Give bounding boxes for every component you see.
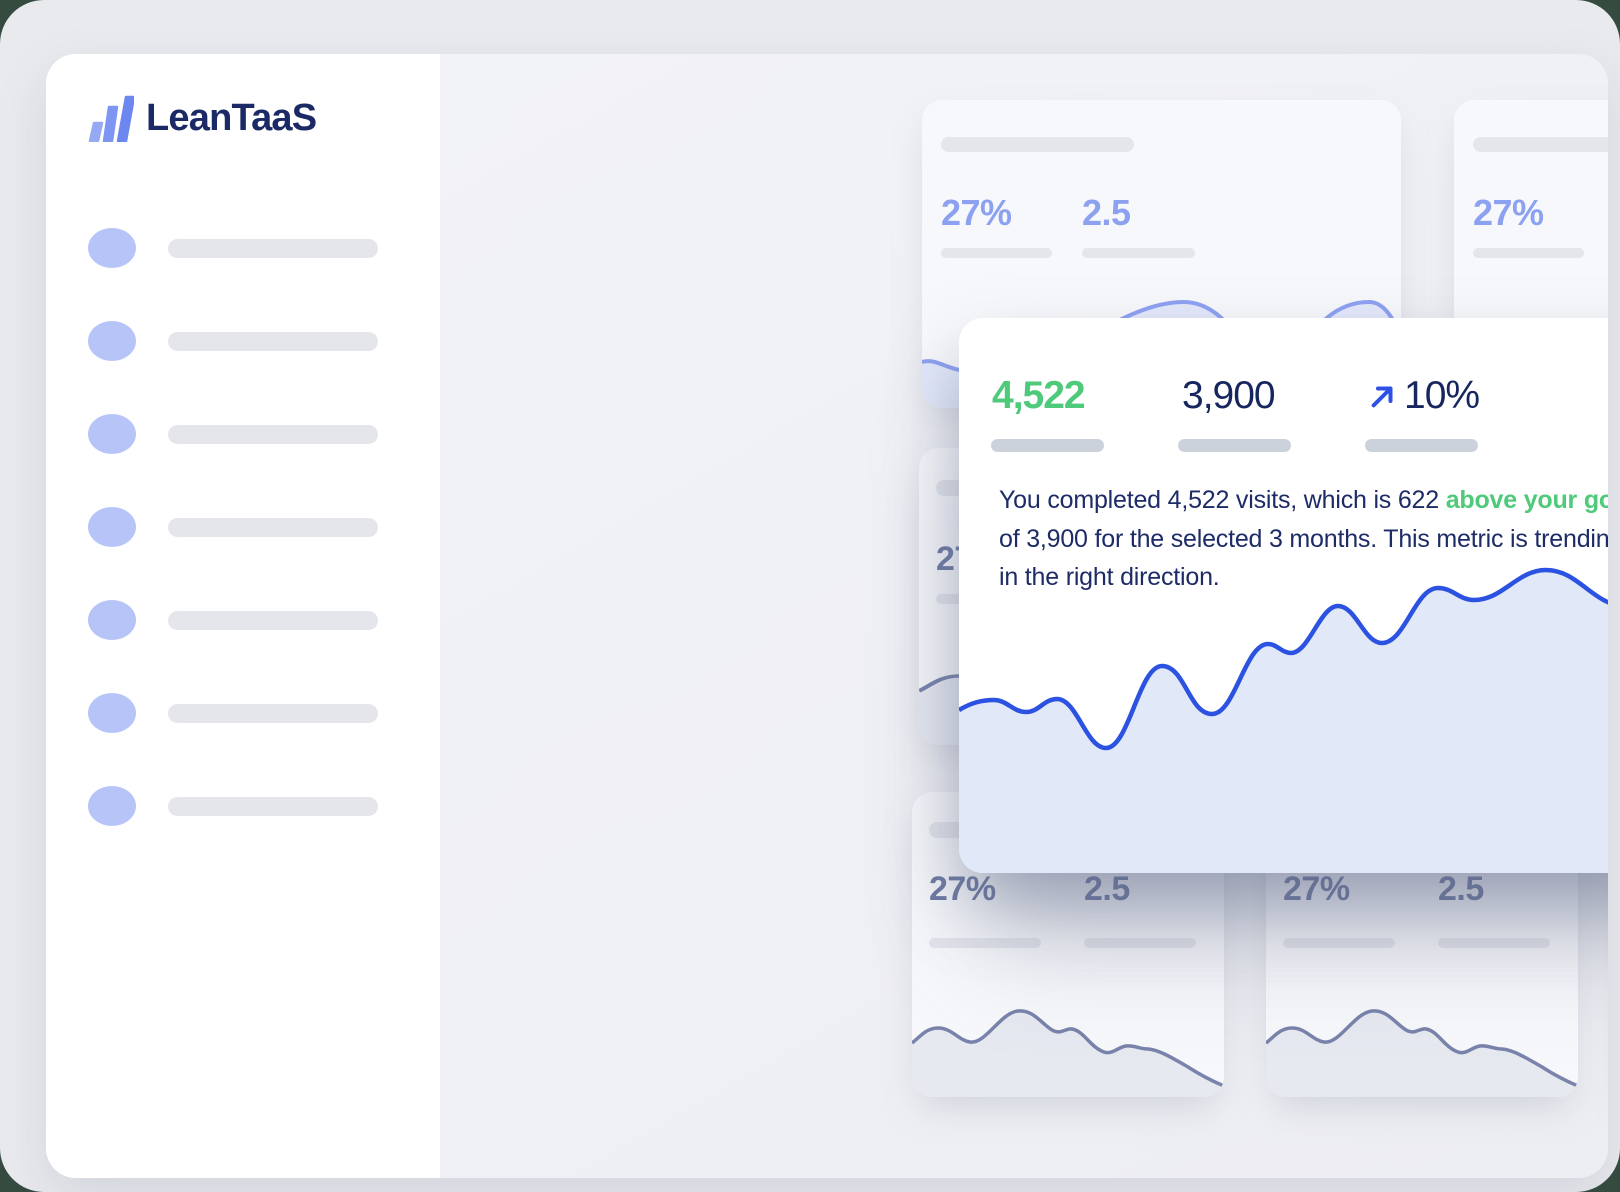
metric-label-placeholder <box>941 248 1052 258</box>
logo: LeanTaaS <box>88 94 317 142</box>
sidebar-nav <box>88 228 378 826</box>
metric-label-placeholder <box>1438 938 1550 948</box>
metric-label-placeholder <box>1084 938 1196 948</box>
sidebar-item-icon-placeholder <box>88 693 136 733</box>
sidebar-item-icon-placeholder <box>88 786 136 826</box>
logo-text: LeanTaaS <box>146 97 317 139</box>
sidebar-item-4[interactable] <box>88 507 378 547</box>
sidebar-item-icon-placeholder <box>88 507 136 547</box>
metric-percent: 27% <box>929 870 996 908</box>
metric-detail-popover: 4,522 3,900 10% You completed 4,522 visi… <box>959 318 1608 873</box>
sidebar-item-label-placeholder <box>168 796 378 816</box>
sidebar-item-6[interactable] <box>88 693 378 733</box>
metric-percent: 27% <box>1473 192 1544 233</box>
sidebar-item-1[interactable] <box>88 228 378 268</box>
dashboard-main: 27% 2.5 27% 2.5 <box>440 54 1608 1178</box>
app-container: LeanTaaS 27% 2.5 27% 2.5 <box>46 54 1608 1178</box>
sidebar-item-icon-placeholder <box>88 321 136 361</box>
completed-visits-value: 4,522 <box>992 374 1086 417</box>
sidebar-item-icon-placeholder <box>88 414 136 454</box>
metric-label-placeholder <box>1473 248 1584 258</box>
up-right-arrow-icon <box>1371 386 1393 408</box>
metric-percent: 27% <box>941 192 1012 233</box>
metric-label-placeholder <box>929 938 1041 948</box>
sidebar-item-label-placeholder <box>168 238 378 258</box>
card-title-placeholder <box>1473 137 1608 152</box>
metric-label-placeholder <box>991 439 1104 452</box>
metric-score: 2.5 <box>1438 870 1484 908</box>
sidebar-item-label-placeholder <box>168 331 378 351</box>
leantaas-logo-icon <box>88 95 134 142</box>
metric-label-placeholder <box>1178 439 1291 452</box>
modal-description-line: of 3,900 for the selected 3 months. This… <box>999 524 1608 553</box>
modal-description-line: You completed 4,522 visits, which is 622… <box>999 486 1608 514</box>
sidebar-item-2[interactable] <box>88 321 378 361</box>
modal-description-line: in the right direction. <box>999 563 1220 591</box>
metric-percent: 27% <box>1283 870 1350 908</box>
sidebar-item-3[interactable] <box>88 414 378 454</box>
sidebar-item-label-placeholder <box>168 424 378 444</box>
trend-metric: 10% <box>1368 374 1480 418</box>
trend-percent-value: 10% <box>1404 374 1480 417</box>
modal-description: You completed 4,522 visits, which is 622… <box>999 481 1608 597</box>
sidebar-item-label-placeholder <box>168 517 378 537</box>
card-title-placeholder <box>941 137 1134 152</box>
metric-label-placeholder <box>1082 248 1195 258</box>
sidebar-item-label-placeholder <box>168 703 378 723</box>
sparkline-chart <box>1266 1009 1578 1097</box>
sidebar-item-5[interactable] <box>88 600 378 640</box>
sidebar-item-icon-placeholder <box>88 228 136 268</box>
metric-label-placeholder <box>1283 938 1395 948</box>
visits-area-chart <box>959 567 1608 873</box>
metric-score: 2.5 <box>1082 192 1131 233</box>
sidebar: LeanTaaS <box>46 54 440 1178</box>
sidebar-item-label-placeholder <box>168 610 378 630</box>
sparkline-chart <box>912 1009 1224 1097</box>
sidebar-item-icon-placeholder <box>88 600 136 640</box>
goal-value: 3,900 <box>1182 374 1276 417</box>
metric-label-placeholder <box>1365 439 1478 452</box>
sidebar-item-7[interactable] <box>88 786 378 826</box>
metric-score: 2.5 <box>1084 870 1130 908</box>
